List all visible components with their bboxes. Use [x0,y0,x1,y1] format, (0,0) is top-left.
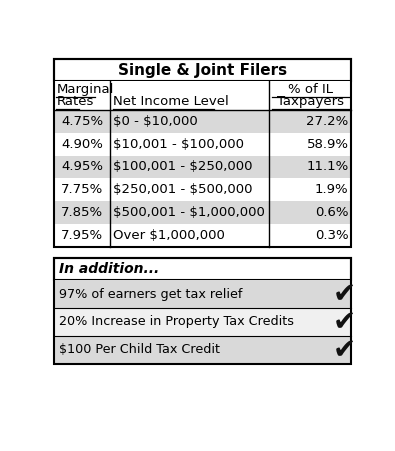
Text: 11.1%: 11.1% [306,161,348,174]
Bar [54,179,351,201]
Text: Taxpayers: Taxpayers [276,95,344,108]
Text: 7.75%: 7.75% [61,184,103,196]
Text: 0.3%: 0.3% [315,229,348,242]
Bar [54,60,351,81]
Bar [54,81,351,110]
Text: \$250,001 - \$500,000: \$250,001 - \$500,000 [113,184,253,196]
Text: 4.90%: 4.90% [61,138,103,151]
Text: 20% Increase in Property Tax Credits: 20% Increase in Property Tax Credits [58,315,293,328]
Bar [54,60,351,247]
Text: \$500,001 - \$1,000,000: \$500,001 - \$1,000,000 [113,206,265,219]
Text: Marginal: Marginal [56,83,114,96]
Text: ✔: ✔ [333,280,356,308]
Bar [54,258,351,364]
Text: \$0 - \$10,000: \$0 - \$10,000 [113,115,198,128]
Text: 4.75%: 4.75% [61,115,103,128]
Bar [54,258,351,280]
Text: ✔: ✔ [333,336,356,364]
Text: \$10,001 - \$100,000: \$10,001 - \$100,000 [113,138,245,151]
Text: 7.95%: 7.95% [61,229,103,242]
Text: 4.95%: 4.95% [61,161,103,174]
Text: \$100,001 - \$250,000: \$100,001 - \$250,000 [113,161,253,174]
Text: 97% of earners get tax relief: 97% of earners get tax relief [58,288,242,300]
Text: 58.9%: 58.9% [307,138,348,151]
Text: 27.2%: 27.2% [306,115,348,128]
Bar [54,308,351,336]
Text: 7.85%: 7.85% [61,206,103,219]
Bar [54,110,351,133]
Text: % of IL: % of IL [288,83,333,96]
Bar [54,156,351,179]
Text: Net Income Level: Net Income Level [113,95,229,108]
Text: Rates: Rates [56,95,94,108]
Text: \$100 Per Child Tax Credit: \$100 Per Child Tax Credit [58,343,220,356]
Bar [54,336,351,364]
Text: 0.6%: 0.6% [315,206,348,219]
Bar [54,201,351,224]
Bar [54,224,351,247]
Bar [54,133,351,156]
Bar [54,280,351,308]
Text: ✔: ✔ [333,308,356,336]
Text: 1.9%: 1.9% [315,184,348,196]
Text: Over \$1,000,000: Over \$1,000,000 [113,229,225,242]
Text: Single & Joint Filers: Single & Joint Filers [118,63,287,78]
Text: In addition...: In addition... [58,262,159,276]
